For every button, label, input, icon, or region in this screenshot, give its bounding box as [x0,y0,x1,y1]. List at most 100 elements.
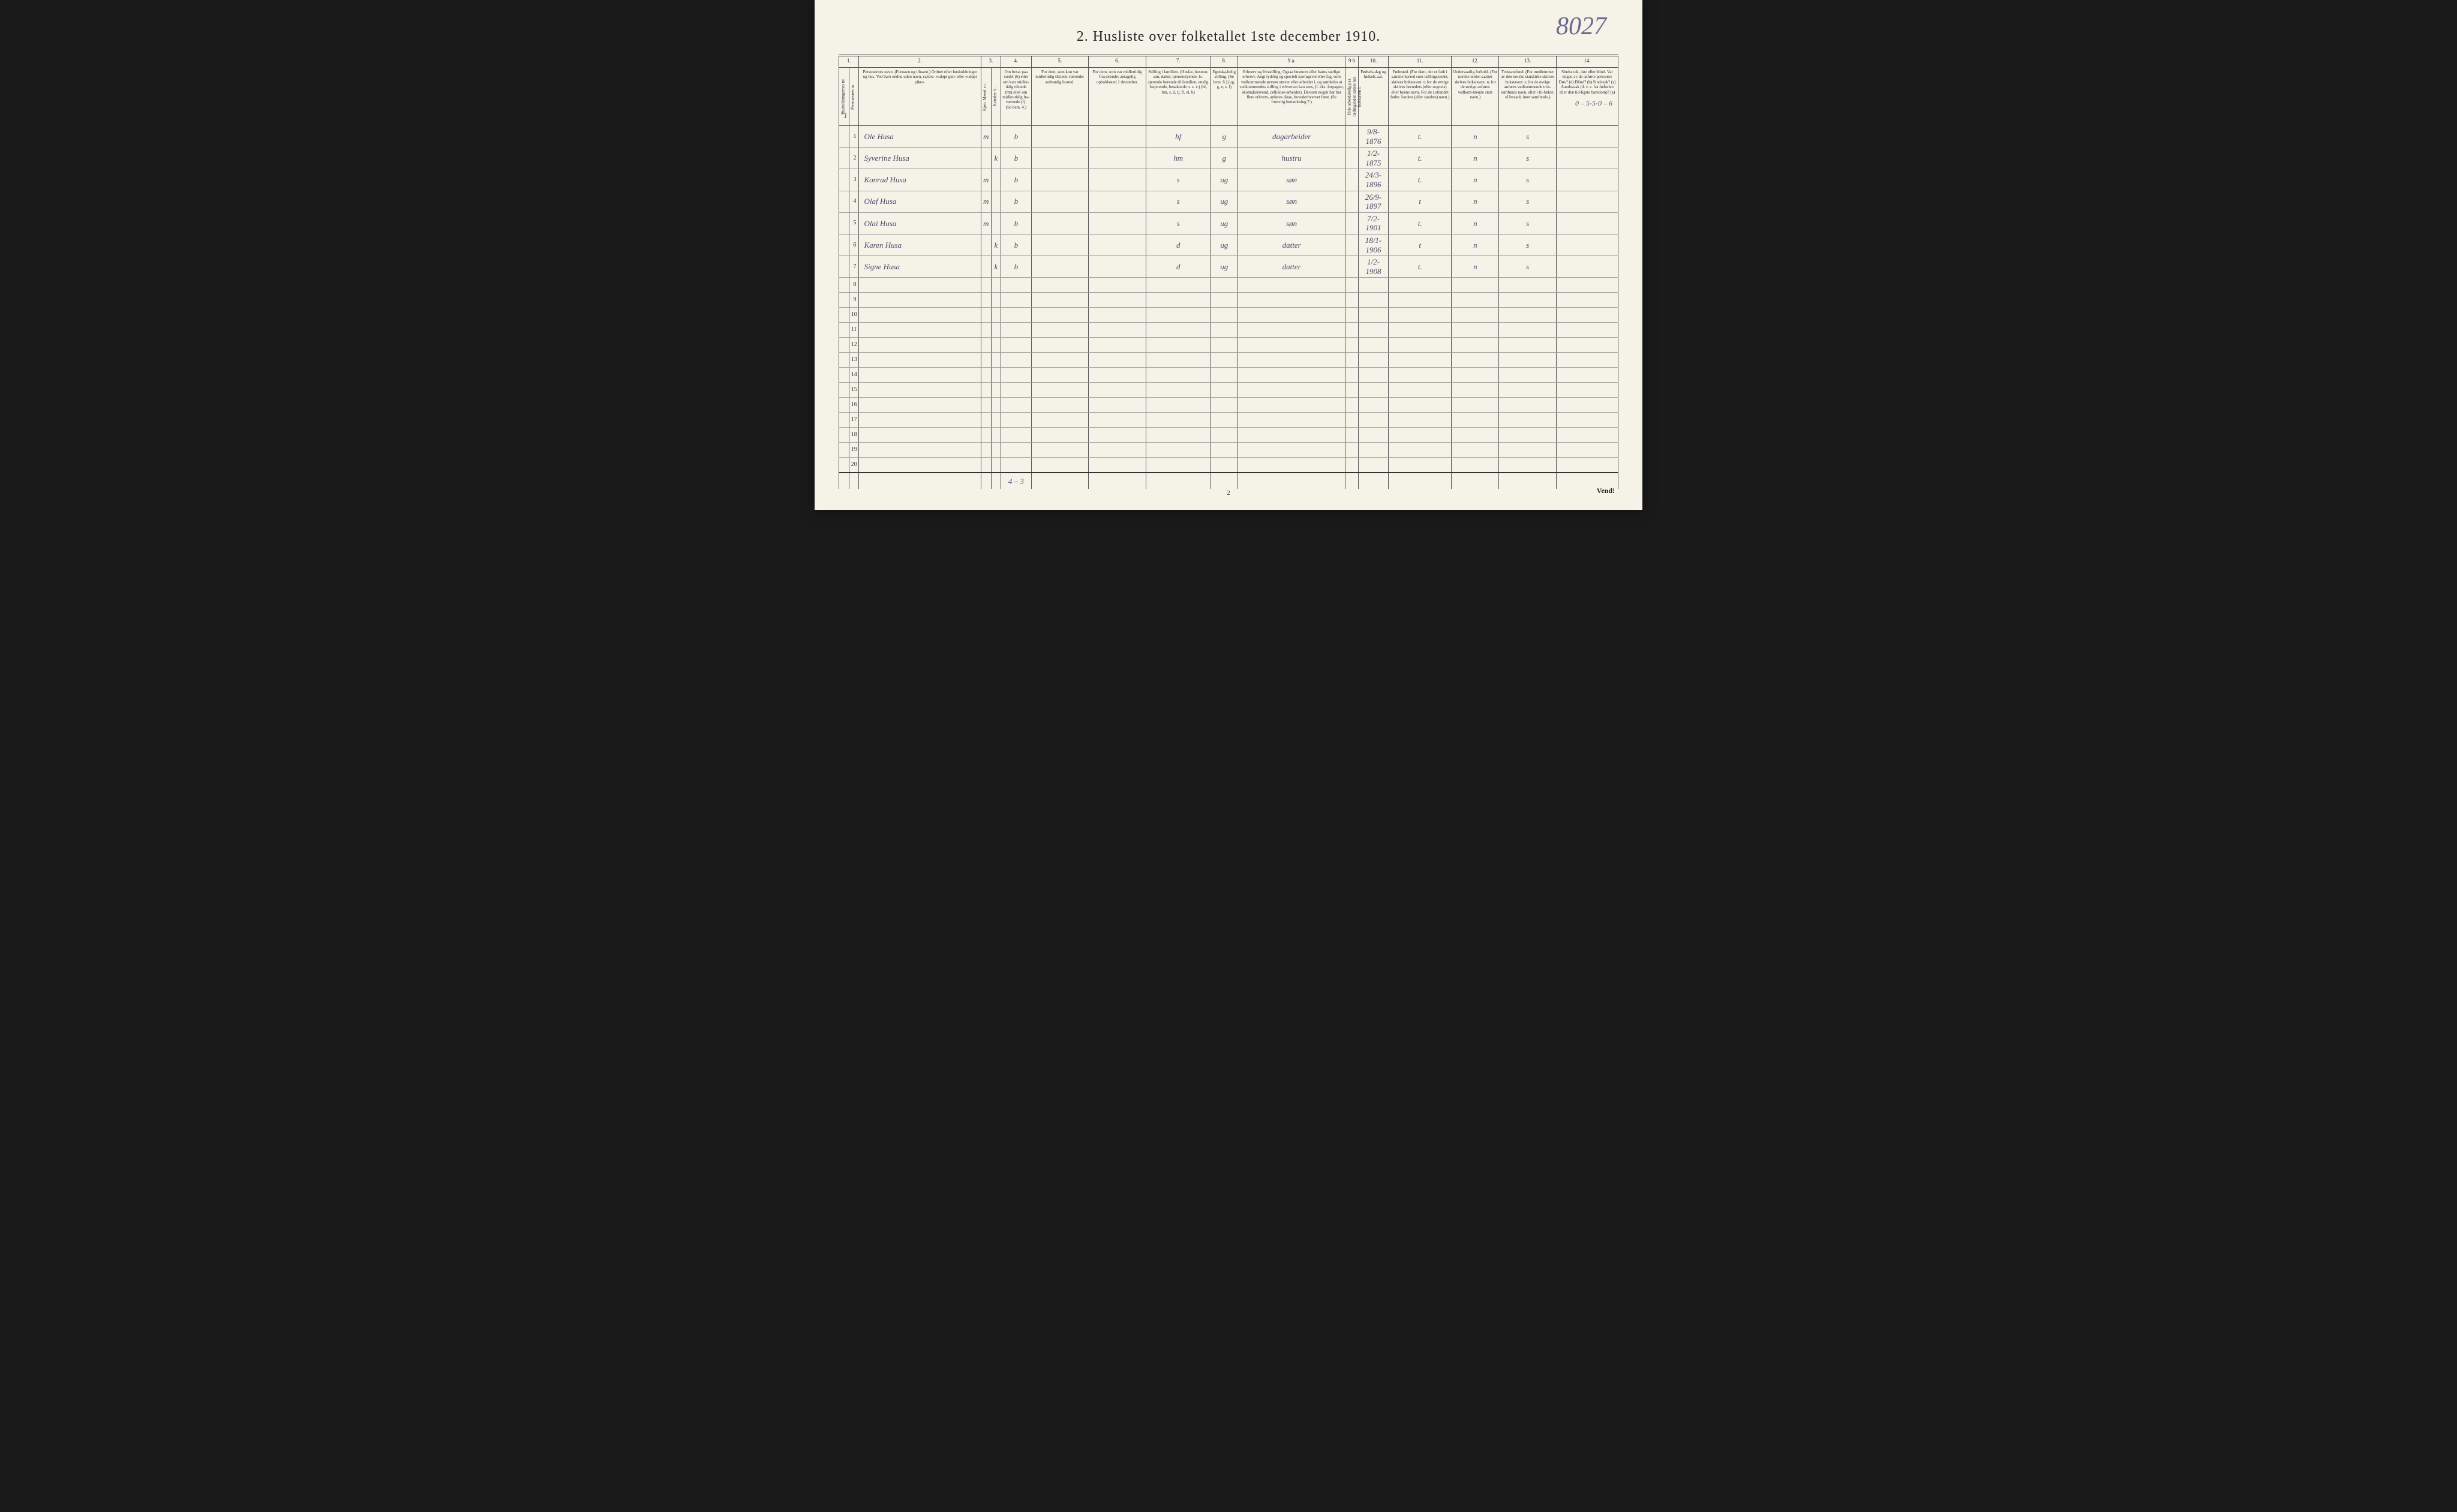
cell-egteskab: ug [1211,191,1237,212]
totals-cell [981,473,991,489]
cell-name: Konrad Husa [859,169,981,191]
cell-household [839,458,849,473]
table-row: 13 [839,353,1618,368]
cell-fodsel [1358,458,1388,473]
census-table: 1. 2. 3. 4. 5. 6. 7. 8. 9 a. 9 b 10. 11.… [839,56,1618,489]
cell-fodsel: 18/1-1906 [1358,234,1388,255]
cell-person-nr: 9 [849,293,859,308]
cell-egteskab [1211,413,1237,428]
cell-bosat [1001,413,1031,428]
cell-bosat [1001,443,1031,458]
cell-fravaerende [1089,413,1146,428]
cell-household [839,383,849,398]
cell-sindssvak [1556,169,1618,191]
cell-person-nr: 8 [849,278,859,293]
cell-person-nr: 17 [849,413,859,428]
cell-egteskab [1211,338,1237,353]
cell-trossamfund [1499,293,1557,308]
table-row: 17 [839,413,1618,428]
cell-sex-k [991,212,1001,234]
cell-fravaerende [1089,126,1146,148]
cell-bosat: b [1001,191,1031,212]
cell-sex-m [981,256,991,278]
table-row: 8 [839,278,1618,293]
table-row: 12 [839,338,1618,353]
cell-household [839,308,849,323]
cell-household [839,338,849,353]
cell-erhverv [1237,338,1345,353]
cell-arbeidsledig [1345,234,1359,255]
cell-arbeidsledig [1345,212,1359,234]
cell-erhverv [1237,443,1345,458]
colnum-12: 12. [1452,56,1499,68]
cell-bosat [1001,368,1031,383]
cell-name: Ole Husa [859,126,981,148]
cell-erhverv [1237,278,1345,293]
totals-cell [1345,473,1359,489]
cell-fodested [1389,398,1452,413]
cell-arbeidsledig [1345,191,1359,212]
cell-egteskab: g [1211,126,1237,148]
totals-cell [849,473,859,489]
header-person-nr: Personernes nr. [849,68,859,126]
cell-sindssvak [1556,428,1618,443]
cell-arbeidsledig [1345,443,1359,458]
cell-fodested: t. [1389,256,1452,278]
header-bosat: Om bosat paa stedet (b) eller om kun mid… [1001,68,1031,126]
cell-name [859,338,981,353]
cell-name: Syverine Husa [859,148,981,169]
cell-bosat [1001,323,1031,338]
table-row: 11 [839,323,1618,338]
colnum-2: 2. [859,56,981,68]
cell-sindssvak [1556,458,1618,473]
totals-cell [1031,473,1089,489]
cell-arbeidsledig [1345,323,1359,338]
cell-familien [1146,428,1211,443]
cell-sex-k [991,458,1001,473]
cell-arbeidsledig [1345,458,1359,473]
cell-sex-k [991,428,1001,443]
cell-fodsel [1358,428,1388,443]
cell-egteskab: ug [1211,234,1237,255]
cell-familien [1146,398,1211,413]
cell-undersaatlig: n [1452,256,1499,278]
cell-arbeidsledig [1345,169,1359,191]
cell-undersaatlig [1452,398,1499,413]
colnum-3: 3. [981,56,1001,68]
cell-fodsel: 7/2-1901 [1358,212,1388,234]
cell-tilstede [1031,169,1089,191]
cell-trossamfund [1499,353,1557,368]
cell-sex-m: m [981,212,991,234]
cell-sex-k [991,338,1001,353]
colnum-14: 14. [1556,56,1618,68]
cell-erhverv [1237,293,1345,308]
cell-fodsel [1358,308,1388,323]
cell-sex-m [981,293,991,308]
cell-undersaatlig [1452,353,1499,368]
cell-sex-m [981,368,991,383]
cell-egteskab [1211,278,1237,293]
header-fravaerende: For dem, som var midlertidig fraværende:… [1089,68,1146,126]
cell-fodested [1389,413,1452,428]
colnum-10: 10. [1358,56,1388,68]
cell-sex-m [981,323,991,338]
cell-egteskab: g [1211,148,1237,169]
cell-fravaerende [1089,338,1146,353]
cell-sindssvak [1556,148,1618,169]
cell-egteskab [1211,443,1237,458]
colnum-5: 5. [1031,56,1089,68]
table-body: 1Ole Husambhfgdagarbeider9/8-1876t.ns2Sy… [839,126,1618,489]
cell-fravaerende [1089,169,1146,191]
cell-fravaerende [1089,458,1146,473]
cell-erhverv [1237,458,1345,473]
cell-fodested [1389,443,1452,458]
cell-familien [1146,323,1211,338]
totals-cell [859,473,981,489]
cell-sex-k: k [991,148,1001,169]
table-row: 4Olaf Husambsugsøn26/9-1897tns [839,191,1618,212]
cell-tilstede [1031,323,1089,338]
header-fodested: Fødested. (For dem, der er født i samme … [1389,68,1452,126]
column-label-row: Husholdningernes nr. Personernes nr. Per… [839,68,1618,126]
cell-undersaatlig [1452,443,1499,458]
cell-familien [1146,443,1211,458]
